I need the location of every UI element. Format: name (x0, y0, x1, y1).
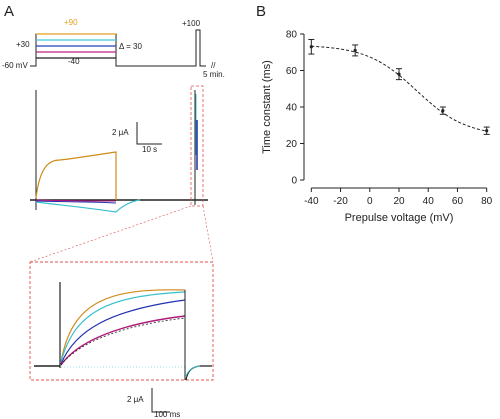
scale-time-label: 10 s (142, 145, 157, 154)
current-scale-bar: 2 μA 10 s (112, 122, 162, 154)
fit-curve (311, 45, 487, 132)
x-tick-label: 0 (367, 196, 373, 207)
inset-tail-plus60 (185, 365, 201, 377)
x-tick-label: 80 (481, 196, 493, 207)
y-tick-label: 60 (286, 66, 298, 77)
test-pulse-label: +100 (182, 19, 201, 28)
trace-plus90 (35, 151, 117, 200)
y-ticks: 0 20 40 60 80 (286, 30, 304, 187)
voltage-protocol: +90 +30 -60 mV -40 Δ = 30 +100 5 min. // (2, 18, 225, 79)
zoom-connector-right (202, 205, 214, 263)
long-current-traces (30, 85, 208, 213)
x-ticks: -40 -20 0 20 40 60 80 (304, 188, 493, 207)
y-axis-label: Time constant (ms) (261, 60, 273, 154)
test-pulse-highlight-box (190, 85, 204, 207)
inset-scale-time-label: 100 ms (154, 410, 180, 419)
x-tick-label: -40 (304, 196, 319, 207)
inset-frame (29, 261, 214, 381)
inset-fit-curve (60, 317, 186, 366)
trace-zero (35, 199, 117, 202)
trace-plus60 (35, 199, 141, 213)
inset-trace-zero (60, 315, 186, 366)
inset-trace-plus90 (60, 289, 186, 363)
y-tick-label: 40 (286, 103, 298, 114)
inset-scale-current-label: 2 μA (127, 395, 144, 404)
level-minus40-label: -40 (68, 57, 80, 66)
data-point (309, 45, 313, 49)
data-point (441, 109, 445, 113)
data-points (308, 38, 490, 135)
scale-current-label: 2 μA (112, 128, 129, 137)
data-point (485, 129, 489, 133)
zoom-connector-left (29, 205, 192, 263)
trace-plus30 (35, 200, 117, 204)
x-tick-label: 20 (393, 196, 405, 207)
axis-break-icon: // (211, 61, 216, 70)
y-tick-label: 0 (291, 176, 297, 187)
x-tick-label: -20 (333, 196, 348, 207)
panel-b-label: B (256, 3, 266, 20)
level-plus30-label: +30 (16, 40, 30, 49)
data-point (353, 48, 357, 53)
step-increment-label: Δ = 30 (119, 42, 142, 51)
y-tick-label: 20 (286, 139, 298, 150)
level-plus90-label: +90 (64, 18, 78, 27)
time-constant-chart: 0 20 40 60 80 -40 -20 0 20 40 60 80 Prepulse volta… (261, 30, 493, 225)
data-point (397, 72, 401, 76)
y-tick-label: 80 (286, 30, 298, 41)
inset-trace-plus60 (60, 291, 186, 363)
protocol-outline (30, 29, 206, 67)
interval-label: 5 min. (203, 70, 225, 79)
x-tick-label: 40 (423, 196, 435, 207)
x-axis-label: Prepulse voltage (mV) (345, 212, 454, 224)
inset-tail-current (185, 365, 212, 381)
inset-expanded-traces (29, 261, 214, 381)
panel-a-label: A (4, 3, 14, 20)
inset-scale-bar: 2 μA 100 ms (127, 388, 180, 419)
holding-potential-label: -60 mV (2, 61, 28, 70)
inset-trace-plus30 (60, 299, 186, 365)
x-tick-label: 60 (452, 196, 464, 207)
